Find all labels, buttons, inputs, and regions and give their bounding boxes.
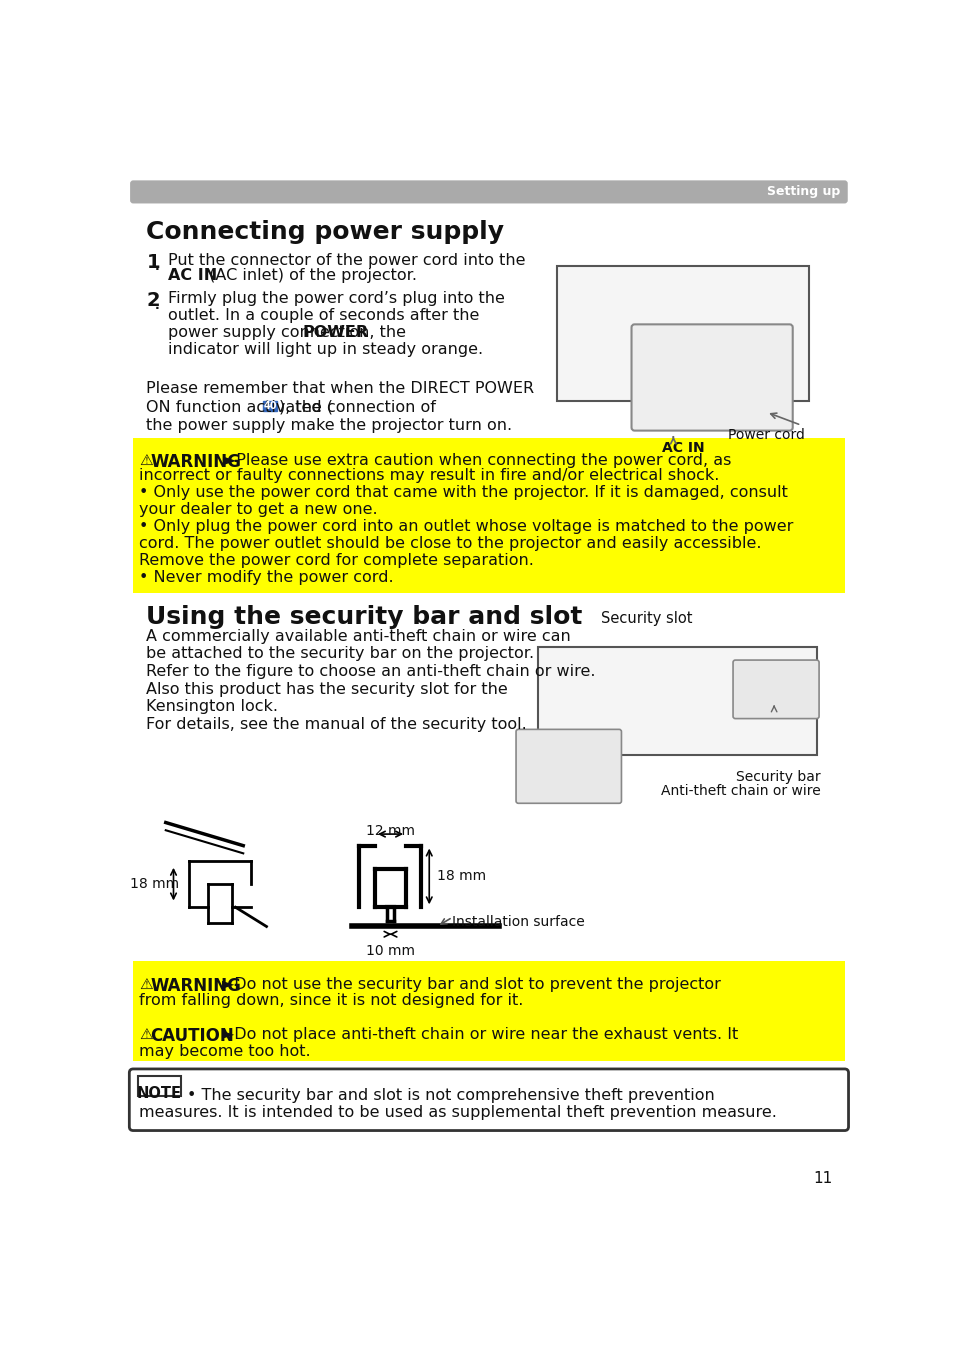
Bar <box>557 266 808 401</box>
Text: Anti-theft chain or wire: Anti-theft chain or wire <box>660 784 820 799</box>
Text: Using the security bar and slot: Using the security bar and slot <box>146 604 582 629</box>
Text: Power cord: Power cord <box>727 428 804 441</box>
Text: measures. It is intended to be used as supplemental theft prevention measure.: measures. It is intended to be used as s… <box>139 1105 777 1120</box>
Text: 2: 2 <box>146 291 160 310</box>
Text: .: . <box>154 299 159 312</box>
Text: 40: 40 <box>263 401 276 411</box>
Text: Refer to the figure to choose an anti-theft chain or wire.: Refer to the figure to choose an anti-th… <box>146 664 596 679</box>
Text: ⚠: ⚠ <box>139 1027 152 1041</box>
Text: 11: 11 <box>812 1171 831 1186</box>
FancyBboxPatch shape <box>130 181 847 204</box>
Text: ), the connection of: ), the connection of <box>278 399 436 414</box>
Text: may become too hot.: may become too hot. <box>139 1044 311 1059</box>
Text: power supply connection, the: power supply connection, the <box>168 325 411 340</box>
Text: be attached to the security bar on the projector.: be attached to the security bar on the p… <box>146 646 534 661</box>
Text: Setting up: Setting up <box>766 185 840 198</box>
Text: POWER: POWER <box>303 325 369 340</box>
Text: Security slot: Security slot <box>600 611 692 626</box>
Bar <box>537 648 816 755</box>
Text: .: . <box>154 260 159 274</box>
FancyBboxPatch shape <box>631 324 792 430</box>
Text: the power supply make the projector turn on.: the power supply make the projector turn… <box>146 418 512 433</box>
Bar <box>133 437 843 594</box>
Text: Connecting power supply: Connecting power supply <box>146 220 504 244</box>
Text: For details, see the manual of the security tool.: For details, see the manual of the secur… <box>146 718 527 733</box>
Text: ON function activated (: ON function activated ( <box>146 399 333 414</box>
Text: NOTE: NOTE <box>137 1086 182 1101</box>
Text: Please remember that when the DIRECT POWER: Please remember that when the DIRECT POW… <box>146 380 534 395</box>
Text: • The security bar and slot is not comprehensive theft prevention: • The security bar and slot is not compr… <box>187 1089 714 1103</box>
Text: (AC inlet) of the projector.: (AC inlet) of the projector. <box>204 268 416 283</box>
Text: 12 mm: 12 mm <box>366 824 415 838</box>
Text: 1: 1 <box>146 252 160 271</box>
Text: Kensington lock.: Kensington lock. <box>146 699 278 715</box>
Text: CAUTION: CAUTION <box>150 1027 233 1044</box>
FancyBboxPatch shape <box>516 730 620 803</box>
Text: WARNING: WARNING <box>150 977 241 994</box>
Text: 18 mm: 18 mm <box>436 870 486 884</box>
Text: • Only plug the power cord into an outlet whose voltage is matched to the power: • Only plug the power cord into an outle… <box>139 519 793 534</box>
Text: • Only use the power cord that came with the projector. If it is damaged, consul: • Only use the power cord that came with… <box>139 486 787 500</box>
Text: ►Please use extra caution when connecting the power cord, as: ►Please use extra caution when connectin… <box>224 453 731 468</box>
Text: ►Do not place anti-theft chain or wire near the exhaust vents. It: ►Do not place anti-theft chain or wire n… <box>222 1027 738 1041</box>
FancyBboxPatch shape <box>137 1077 181 1095</box>
Text: outlet. In a couple of seconds after the: outlet. In a couple of seconds after the <box>168 308 479 324</box>
Text: incorrect or faulty connections may result in fire and/or electrical shock.: incorrect or faulty connections may resu… <box>139 468 719 483</box>
FancyBboxPatch shape <box>130 1068 847 1130</box>
Text: • Never modify the power cord.: • Never modify the power cord. <box>139 571 394 585</box>
Text: Security bar: Security bar <box>735 770 820 784</box>
Text: cord. The power outlet should be close to the projector and easily accessible.: cord. The power outlet should be close t… <box>139 536 761 552</box>
Text: 18 mm: 18 mm <box>130 877 178 892</box>
Text: Remove the power cord for complete separation.: Remove the power cord for complete separ… <box>139 553 534 568</box>
FancyBboxPatch shape <box>732 660 819 719</box>
Text: AC IN: AC IN <box>168 268 217 283</box>
Text: Firmly plug the power cord’s plug into the: Firmly plug the power cord’s plug into t… <box>168 291 504 306</box>
Text: Put the connector of the power cord into the: Put the connector of the power cord into… <box>168 252 525 267</box>
Bar <box>133 1012 843 1062</box>
Text: A commercially available anti-theft chain or wire can: A commercially available anti-theft chai… <box>146 629 571 643</box>
Text: AC IN: AC IN <box>661 441 703 456</box>
Text: ⚠: ⚠ <box>139 453 152 468</box>
Bar <box>263 402 276 411</box>
Text: 10 mm: 10 mm <box>366 944 415 958</box>
Text: Also this product has the security slot for the: Also this product has the security slot … <box>146 681 508 696</box>
Text: your dealer to get a new one.: your dealer to get a new one. <box>139 502 377 517</box>
Bar <box>133 960 843 1012</box>
Text: Installation surface: Installation surface <box>452 915 584 929</box>
Text: ⚠: ⚠ <box>139 977 152 992</box>
Text: from falling down, since it is not designed for it.: from falling down, since it is not desig… <box>139 993 523 1009</box>
Text: indicator will light up in steady orange.: indicator will light up in steady orange… <box>168 343 482 357</box>
Text: ►Do not use the security bar and slot to prevent the projector: ►Do not use the security bar and slot to… <box>222 977 720 992</box>
Text: WARNING: WARNING <box>150 453 241 471</box>
